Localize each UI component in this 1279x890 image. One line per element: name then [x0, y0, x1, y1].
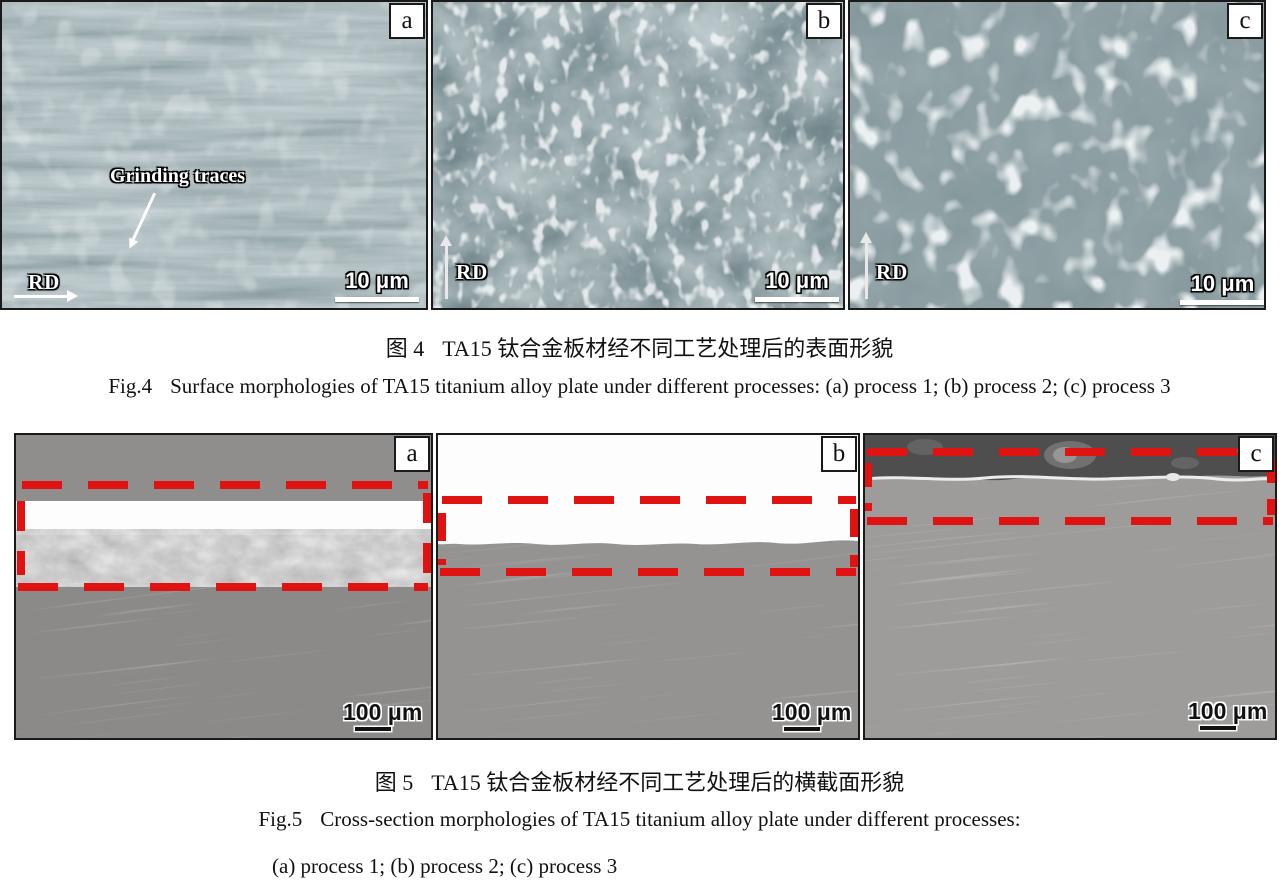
surface-boundary-line [865, 475, 1275, 482]
fig5-caption-cn-label: 图 5 [374, 770, 414, 795]
sem-surface-texture-b [433, 2, 843, 308]
fig4-caption-en-label: Fig.4 [108, 374, 153, 398]
scale-bar-line [784, 727, 820, 731]
fig4-caption-en: Fig.4 Surface morphologies of TA15 titani… [0, 374, 1279, 399]
panel-label-box: c [1238, 436, 1274, 472]
sem-cross-section-b [438, 435, 858, 738]
sem-surface-texture-a [2, 2, 426, 308]
fig5-panel-b: b 100 μm [436, 433, 860, 740]
fig5-caption-en-line2: (a) process 1; (b) process 2; (c) proces… [272, 854, 618, 878]
rd-arrow-up-icon [440, 235, 452, 299]
scale-bar: 100 μm [1188, 698, 1267, 730]
scale-bar-line [355, 727, 391, 731]
scale-bar-line [1180, 300, 1264, 305]
panel-label: a [406, 440, 418, 467]
rd-arrow-right-icon [14, 290, 78, 302]
scale-bar: 10 μm [1180, 271, 1264, 305]
sem-cross-section-a [16, 435, 431, 738]
scale-bar-line [1200, 726, 1236, 730]
scale-bar-label: 100 μm [1188, 698, 1268, 724]
fig4-caption-cn-label: 图 4 [385, 336, 425, 361]
panel-label: b [832, 440, 846, 467]
rd-arrow-up-icon [860, 232, 872, 299]
scale-bar-line [335, 297, 419, 302]
rd-direction-label: RD [876, 260, 909, 284]
fig5-panel-a: a 100 μm [14, 433, 433, 740]
fig4-caption-cn-text: TA15 钛合金板材经不同工艺处理后的表面形貌 [442, 336, 894, 361]
fig5-panel-c: c 100 μm [863, 433, 1277, 740]
scale-bar: 100 μm [343, 699, 422, 731]
fig4-panel-c: c RD 10 μm [848, 0, 1266, 310]
dashed-inspection-box [438, 496, 858, 576]
panel-label-box: c [1227, 3, 1263, 39]
dashed-inspection-box [17, 481, 431, 591]
fig4-panel-b: b RD 10 μm [431, 0, 845, 310]
panel-label: a [401, 7, 413, 34]
dashed-inspection-box [865, 448, 1275, 525]
grinding-traces-annotation: Grinding traces [110, 165, 245, 187]
scale-bar-label: 10 μm [1190, 271, 1255, 296]
scale-bar-label: 10 μm [345, 268, 409, 293]
scale-bar: 100 μm [772, 699, 851, 731]
fig5-caption-cn: 图 5 TA15 钛合金板材经不同工艺处理后的横截面形貌 [0, 765, 1279, 797]
diagonal-scratches [438, 543, 858, 738]
panel-label: b [817, 7, 831, 34]
diagonal-scratches [16, 583, 431, 738]
panel-label: c [1239, 7, 1251, 34]
panel-label-box: b [821, 436, 857, 472]
scale-bar-label: 100 μm [343, 699, 423, 725]
panel-label-box: b [806, 3, 842, 39]
diagonal-scratches [865, 475, 1275, 738]
panel-label-box: a [389, 3, 425, 39]
scale-bar: 10 μm [755, 268, 839, 302]
sem-cross-section-c [865, 435, 1275, 738]
fig5-caption-cn-text: TA15 钛合金板材经不同工艺处理后的横截面形貌 [431, 770, 905, 795]
rd-direction-label: RD [28, 270, 61, 298]
panel-label-box: a [394, 436, 430, 472]
fig4-caption-en-text: Surface morphologies of TA15 titanium al… [170, 374, 1171, 398]
scale-bar-label: 10 μm [765, 268, 829, 293]
fig5-caption-en-text: Cross-section morphologies of TA15 titan… [320, 807, 1021, 831]
fig5-caption-en-label: Fig.5 [258, 807, 303, 831]
fig5-caption-en: Fig.5 Cross-section morphologies of TA15 … [0, 807, 1279, 832]
fig4-caption-cn: 图 4 TA15 钛合金板材经不同工艺处理后的表面形貌 [0, 331, 1279, 363]
scale-bar: 10 μm [335, 268, 419, 302]
panel-label: c [1250, 440, 1262, 467]
sem-surface-texture-c [850, 2, 1264, 308]
scale-bar-line [755, 297, 839, 302]
fig4-panel-a: a Grinding traces RD 10 μm [0, 0, 428, 310]
rd-direction-label: RD [456, 260, 489, 284]
scale-bar-label: 100 μm [772, 699, 852, 725]
